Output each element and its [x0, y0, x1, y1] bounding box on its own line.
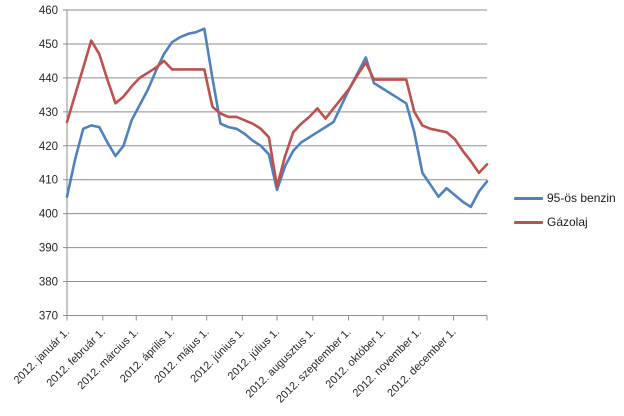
y-tick-label: 390 [39, 243, 58, 255]
legend: 95-ös benzin Gázolaj [514, 186, 616, 234]
legend-line-blue-icon [514, 196, 543, 200]
y-tick-label: 410 [39, 175, 58, 187]
x-tick-label: 2012. október 1. [324, 326, 389, 391]
legend-line-red-icon [514, 220, 543, 224]
x-tick-label: 2012. március 1. [75, 326, 141, 392]
y-tick-label: 450 [39, 39, 58, 51]
legend-item-gazolaj: Gázolaj [514, 210, 616, 234]
legend-label-benzin: 95-ös benzin [547, 191, 616, 205]
legend-item-benzin: 95-ös benzin [514, 186, 616, 210]
legend-label-gazolaj: Gázolaj [547, 215, 588, 229]
series-line-0 [65, 27, 489, 209]
y-tick-label: 370 [39, 311, 58, 323]
series-line-1 [65, 39, 489, 188]
y-tick-label: 430 [39, 107, 58, 119]
y-tick-label: 460 [39, 5, 58, 17]
y-tick-label: 380 [39, 277, 58, 289]
x-tick-label: 2012. december 1. [385, 326, 458, 399]
y-tick-label: 440 [39, 73, 58, 85]
y-tick-label: 400 [39, 209, 58, 221]
y-tick-label: 420 [39, 141, 58, 153]
